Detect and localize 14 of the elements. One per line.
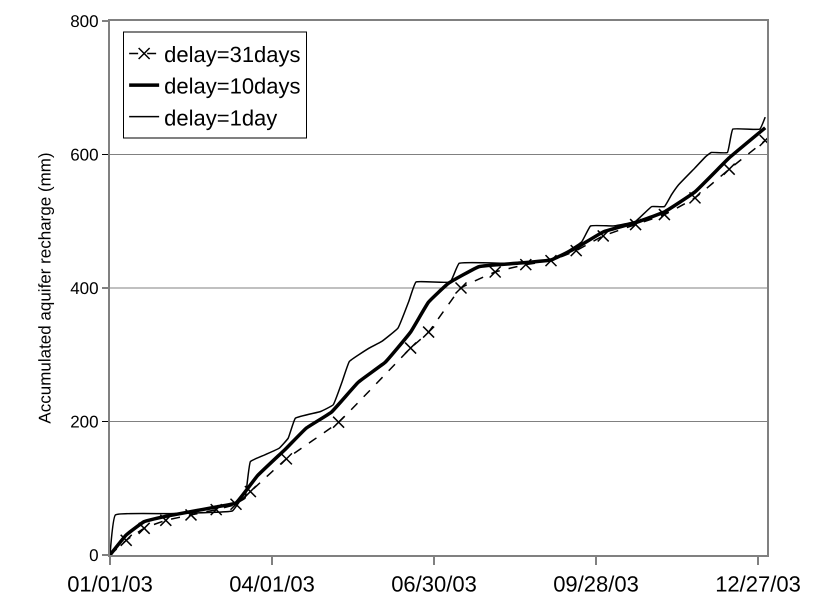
x-tick-label: 12/27/03 [715,571,801,596]
x-tick-label: 01/01/03 [67,571,153,596]
legend-label: delay=10days [164,74,301,99]
y-axis-title: Accumulated aquifer recharge (mm) [35,152,54,424]
y-tick-label: 800 [70,12,99,31]
y-tick-label: 400 [70,278,99,298]
x-tick-label: 04/01/03 [229,571,315,596]
legend-label: delay=31days [164,42,301,68]
x-tick-label: 09/28/03 [553,571,639,596]
y-tick-label: 200 [70,412,99,432]
y-tick-label: 0 [89,546,99,565]
y-tick-label: 600 [70,145,99,164]
legend-label: delay=1day [164,105,278,130]
x-tick-label: 06/30/03 [391,571,477,596]
